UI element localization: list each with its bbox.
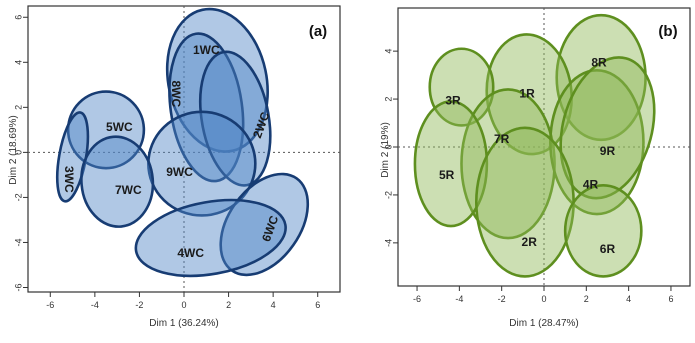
y-tick-label: -2 <box>383 191 393 199</box>
x-tick-label: -6 <box>413 294 421 304</box>
x-tick-label: 6 <box>315 300 320 310</box>
panel-a-x-axis-label: Dim 1 (36.24%) <box>149 318 218 329</box>
point-label-9wc: 9WC <box>166 165 193 179</box>
x-tick-label: 2 <box>226 300 231 310</box>
confidence-ellipse-4wc <box>134 198 287 278</box>
x-tick-label: 4 <box>271 300 276 310</box>
panel-a-panel-label: (a) <box>309 23 327 40</box>
panel-b-x-axis-label: Dim 1 (28.47%) <box>509 318 578 329</box>
x-tick-label: -4 <box>455 294 463 304</box>
point-label-8r: 8R <box>591 55 607 69</box>
panel-a-ticks: -6 -4 -2 0 2 4 6 -6 -4 -2 0 2 4 6 <box>13 15 320 310</box>
y-tick-label: 6 <box>13 15 23 20</box>
confidence-ellipse-2r <box>474 126 575 278</box>
panel-b-ellipses <box>413 13 656 278</box>
point-label-8wc: 8WC <box>169 80 183 107</box>
y-tick-label: -2 <box>13 193 23 201</box>
panel-b-ticks: -6 -4 -2 0 2 4 6 -4 -2 0 2 4 <box>383 49 673 304</box>
y-tick-label: 0 <box>383 144 393 149</box>
point-label-3wc: 3WC <box>62 166 76 193</box>
confidence-ellipse-6r <box>563 184 643 278</box>
panel-b: 8R 1R 3R 7R 9R 5R 4R 2R 6R -6 -4 -2 0 2 4 6 -4 -2 0 2 4 (b)… <box>380 7 691 329</box>
confidence-ellipse-7r <box>460 88 556 240</box>
panel-b-zero-lines <box>398 8 690 286</box>
panel-b-point-labels: 8R 1R 3R 7R 9R 5R 4R 2R 6R <box>439 55 615 256</box>
panel-b-panel-label: (b) <box>658 23 677 40</box>
point-label-9r: 9R <box>600 144 616 158</box>
y-tick-label: 0 <box>13 150 23 155</box>
panel-a-ellipses <box>55 7 310 278</box>
point-label-7r: 7R <box>494 132 510 146</box>
x-tick-label: 4 <box>626 294 631 304</box>
x-tick-label: 6 <box>668 294 673 304</box>
confidence-ellipse-8r <box>555 13 647 142</box>
point-label-4wc: 4WC <box>177 246 204 260</box>
confidence-ellipse-9r <box>549 69 645 216</box>
point-label-5wc: 5WC <box>106 120 133 134</box>
x-tick-label: -4 <box>91 300 99 310</box>
y-tick-label: -6 <box>13 283 23 291</box>
confidence-ellipse-7wc <box>80 135 155 228</box>
panel-b-y-axis-label: Dim 2 (19%) <box>380 122 391 178</box>
point-label-5r: 5R <box>439 168 455 182</box>
point-label-7wc: 7WC <box>115 183 142 197</box>
y-tick-label: -4 <box>13 238 23 246</box>
confidence-ellipse-5r <box>413 100 489 228</box>
point-label-6r: 6R <box>600 242 616 256</box>
panel-a-frame <box>27 5 341 293</box>
point-label-4r: 4R <box>583 178 599 192</box>
x-tick-label: -2 <box>498 294 506 304</box>
y-tick-label: 2 <box>13 105 23 110</box>
point-label-1wc: 1WC <box>193 43 220 57</box>
point-label-2r: 2R <box>522 235 538 249</box>
y-tick-label: 4 <box>13 60 23 65</box>
x-tick-label: 0 <box>541 294 546 304</box>
point-label-1r: 1R <box>519 86 535 100</box>
confidence-ellipse-8wc <box>168 32 245 183</box>
y-tick-label: 2 <box>383 97 393 102</box>
x-tick-label: -6 <box>46 300 54 310</box>
y-tick-label: -4 <box>383 239 393 247</box>
x-tick-label: -2 <box>135 300 143 310</box>
x-tick-label: 0 <box>181 300 186 310</box>
confidence-ellipse-4r <box>559 56 656 200</box>
panel-a-y-axis-label: Dim 2 (18.69%) <box>8 115 19 184</box>
point-label-3r: 3R <box>445 94 461 108</box>
y-tick-label: 4 <box>383 49 393 54</box>
x-tick-label: 2 <box>584 294 589 304</box>
